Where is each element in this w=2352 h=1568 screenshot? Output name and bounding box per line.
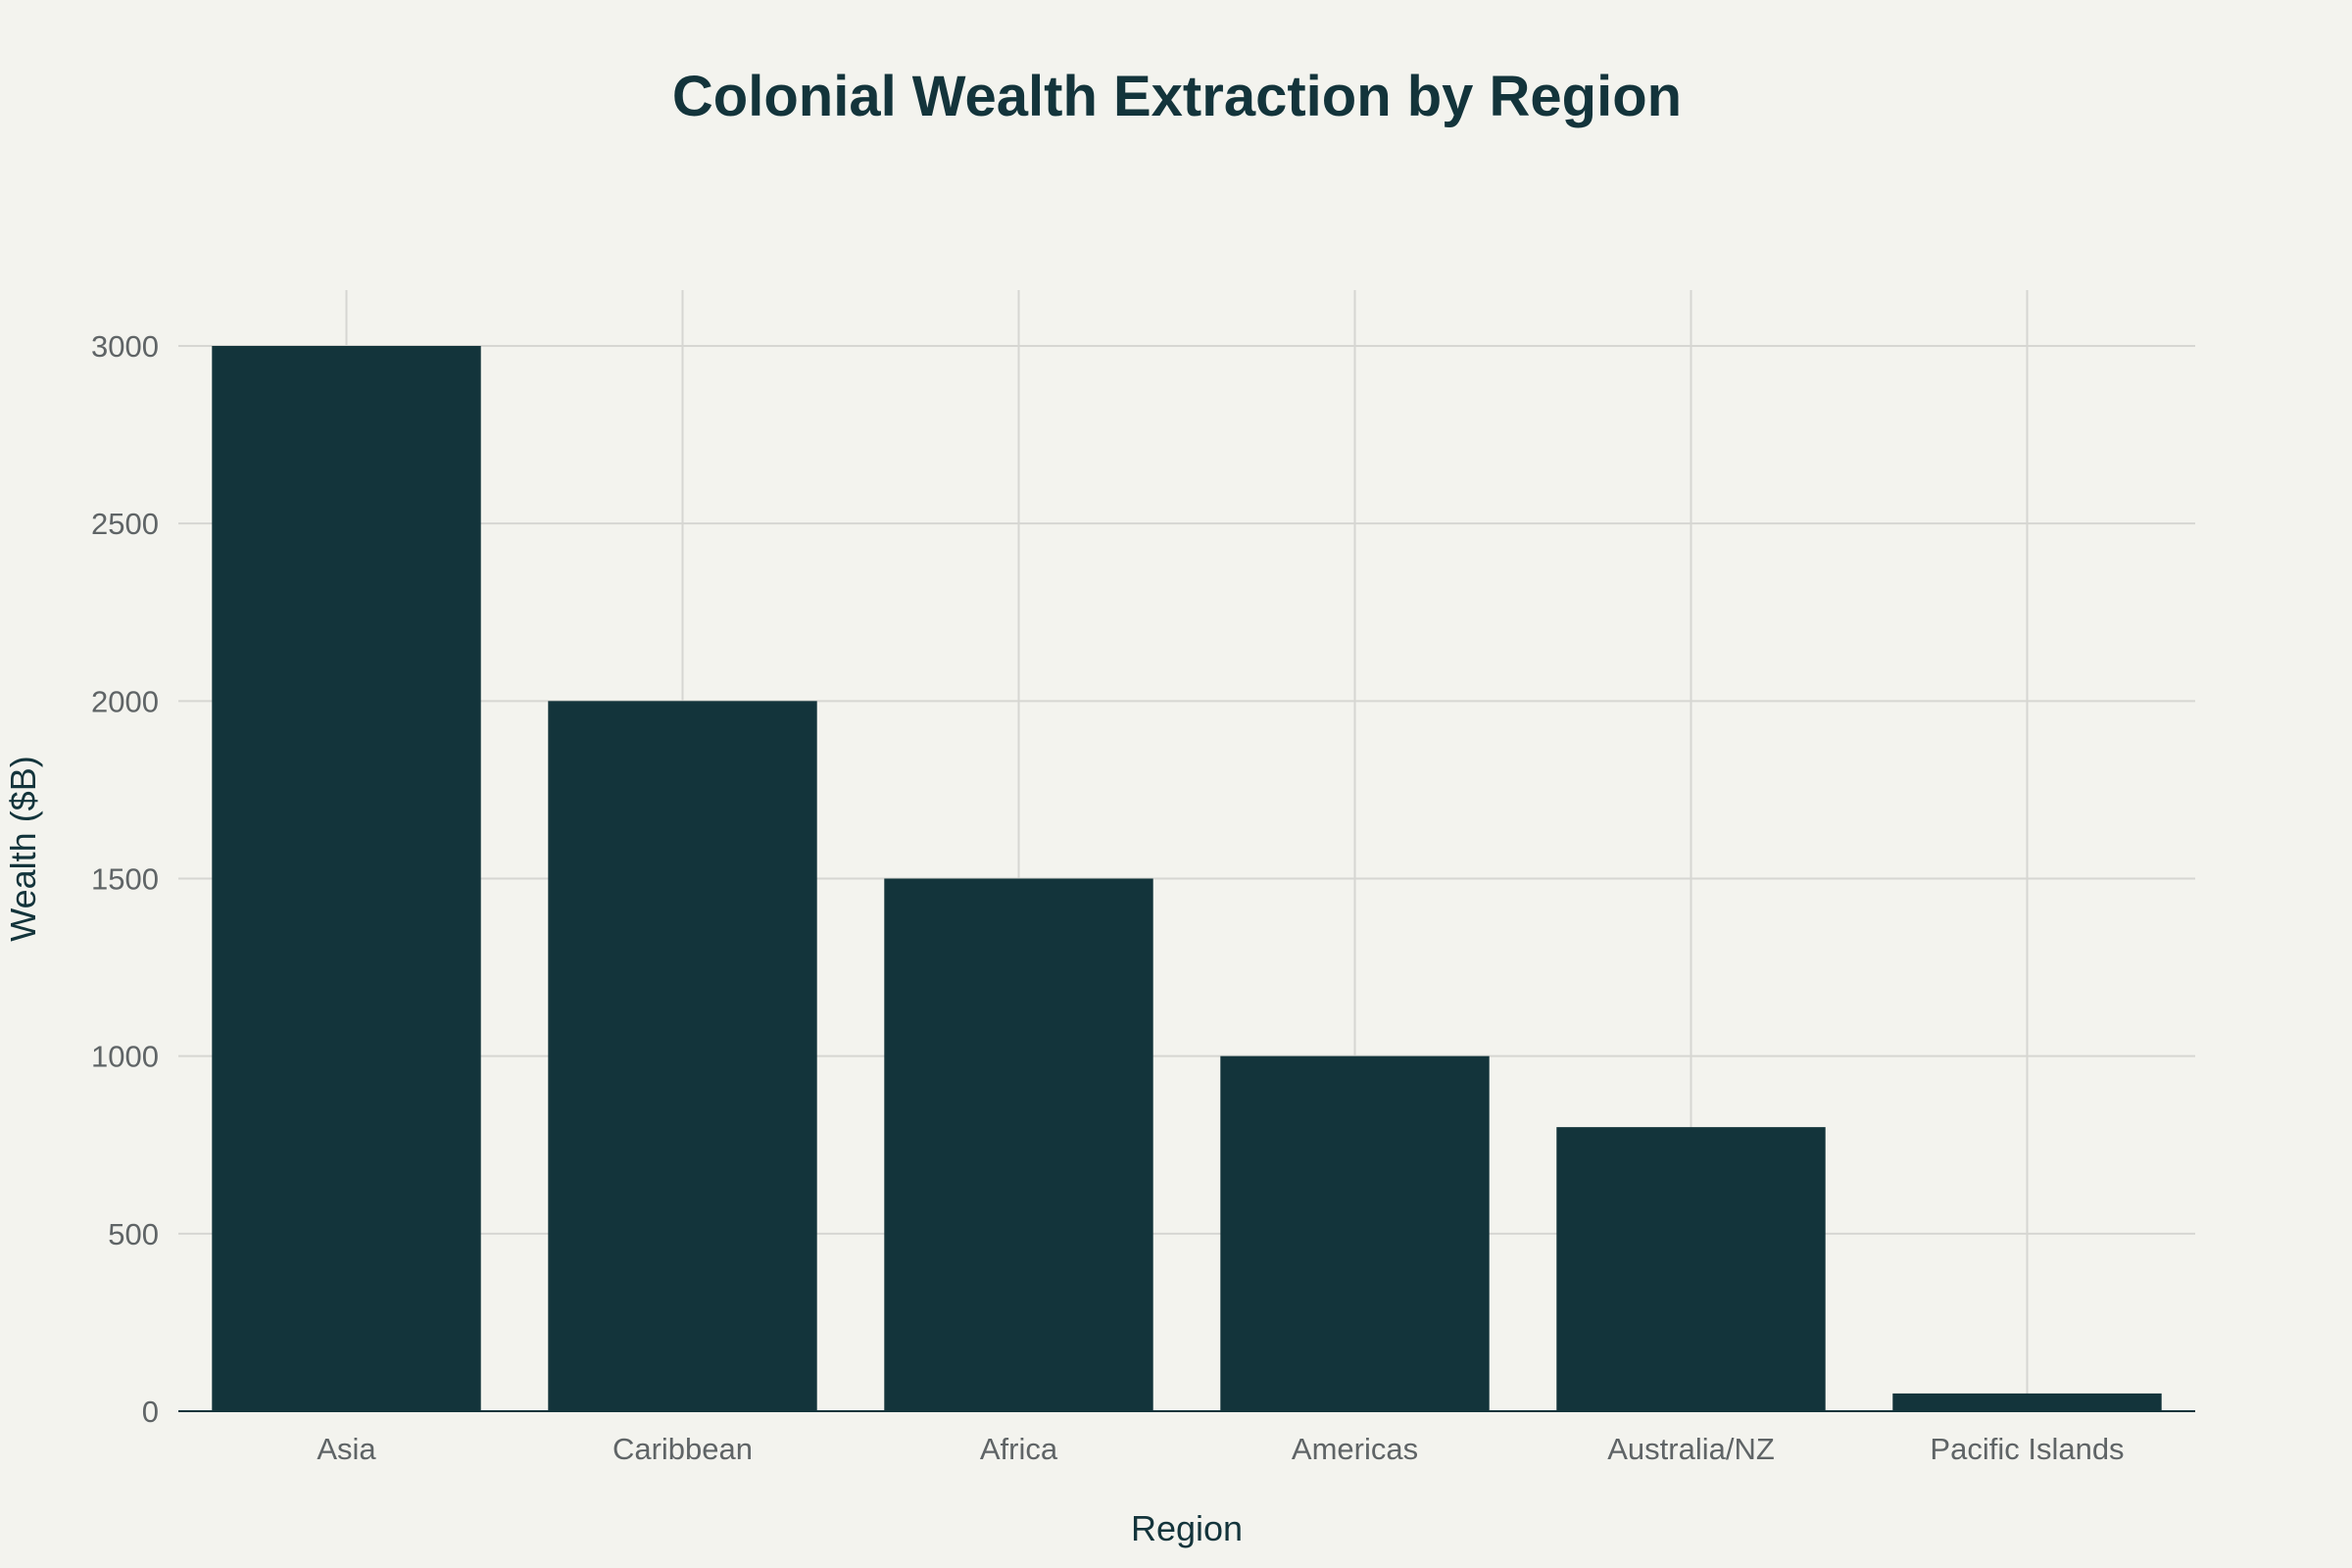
x-tick-label: Pacific Islands — [1930, 1432, 2124, 1466]
x-tick-label: Asia — [317, 1432, 376, 1466]
y-tick-label: 0 — [142, 1395, 159, 1429]
y-axis-title: Wealth ($B) — [3, 756, 43, 941]
x-tick-label: Americas — [1292, 1432, 1418, 1466]
y-tick-label: 2000 — [91, 684, 159, 718]
bar-asia — [212, 346, 481, 1411]
bar-caribbean — [548, 701, 817, 1411]
y-tick-label: 3000 — [91, 329, 159, 364]
x-tick-labels: Asia Caribbean Africa Americas Australia/NZ P… — [317, 1432, 2124, 1466]
y-tick-label: 1500 — [91, 862, 159, 897]
x-axis-title: Region — [1131, 1508, 1243, 1548]
bars-layer — [212, 346, 2162, 1411]
bar-australia-nz — [1556, 1127, 1826, 1411]
bar-pacific-islands — [1892, 1393, 2162, 1411]
y-tick-label: 1000 — [91, 1040, 159, 1074]
bar-americas — [1220, 1055, 1490, 1411]
bar-africa — [884, 878, 1153, 1411]
x-tick-label: Caribbean — [612, 1432, 753, 1466]
y-tick-label: 2500 — [91, 507, 159, 541]
chart-title: Colonial Wealth Extraction by Region — [672, 65, 1682, 128]
y-tick-labels: 0 500 1000 1500 2000 2500 3000 — [91, 329, 159, 1429]
x-tick-label: Africa — [980, 1432, 1058, 1466]
x-tick-label: Australia/NZ — [1607, 1432, 1775, 1466]
y-tick-label: 500 — [108, 1217, 159, 1251]
